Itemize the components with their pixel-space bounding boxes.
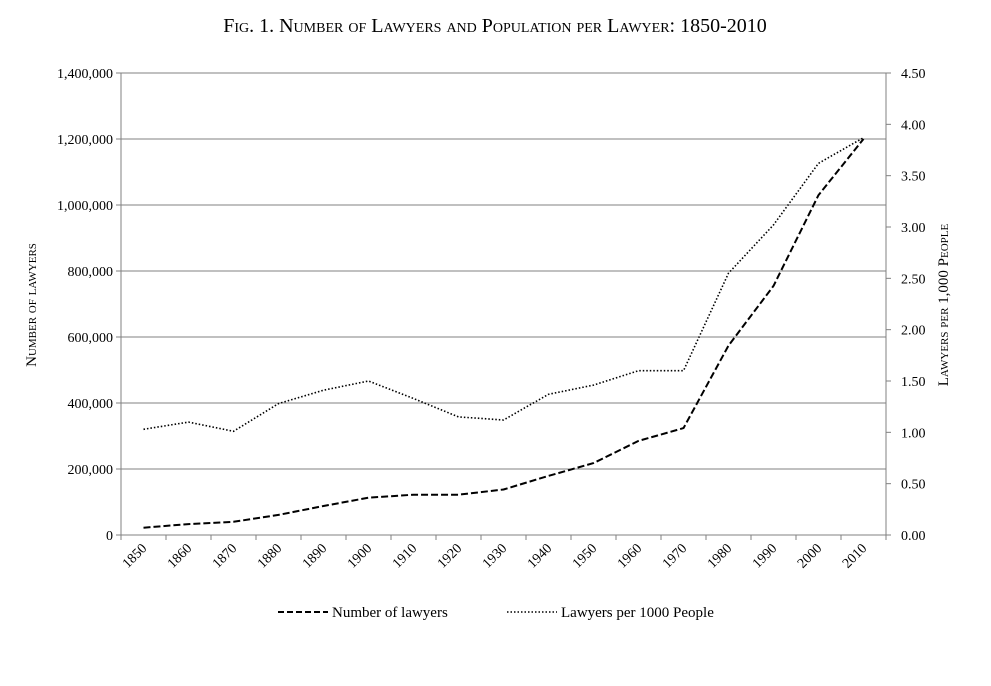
right-tick-label: 4.00: [901, 118, 926, 133]
legend-label-lawyers-per-1000: Lawyers per 1000 People: [561, 605, 714, 621]
x-tick-label: 1880: [255, 541, 285, 571]
right-tick-label: 2.50: [901, 272, 926, 287]
right-tick-label: 0.00: [901, 529, 926, 544]
x-tick-label: 1950: [570, 541, 600, 571]
legend-label-number-of-lawyers: Number of lawyers: [332, 605, 448, 621]
right-tick-label: 1.00: [901, 426, 926, 441]
x-tick-label: 1850: [120, 541, 150, 571]
x-tick-label: 1920: [435, 541, 465, 571]
x-tick-label: 1960: [615, 541, 645, 571]
left-tick-label: 0: [106, 529, 113, 544]
left-tick-label: 1,000,000: [57, 199, 113, 214]
x-tick-label: 1970: [660, 541, 690, 571]
x-tick-label: 1860: [165, 541, 195, 571]
x-tick-label: 1910: [390, 541, 420, 571]
right-tick-label: 0.50: [901, 478, 926, 493]
left-axis-title: Number of lawyers: [24, 243, 40, 367]
left-tick-label: 1,400,000: [57, 67, 113, 82]
right-tick-label: 1.50: [901, 375, 926, 390]
x-tick-label: 1870: [210, 541, 240, 571]
right-tick-label: 4.50: [901, 67, 926, 82]
right-tick-label: 3.00: [901, 221, 926, 236]
axes: 0 200,000 400,000 600,000 800,000 1,000,000 1,…: [57, 67, 926, 572]
left-tick-label: 600,000: [68, 331, 114, 346]
x-tick-label: 1990: [750, 541, 780, 571]
legend: Number of lawyers Lawyers per 1000 Peopl…: [278, 605, 714, 621]
left-tick-label: 400,000: [68, 397, 114, 412]
x-tick-label: 1900: [345, 541, 375, 571]
right-tick-label: 2.00: [901, 324, 926, 339]
series-lines: [143, 137, 865, 529]
left-tick-label: 1,200,000: [57, 133, 113, 148]
series-line-lawyers-per-1000: [143, 137, 864, 433]
chart-title: Fig. 1. Number of Lawyers and Population…: [223, 15, 767, 37]
left-tick-label: 800,000: [68, 265, 114, 280]
left-tick-label: 200,000: [68, 463, 114, 478]
x-tick-label: 1890: [300, 541, 330, 571]
series-line-number-of-lawyers: [143, 138, 865, 529]
right-tick-label: 3.50: [901, 170, 926, 185]
x-tick-label: 1940: [525, 541, 555, 571]
x-tick-label: 2000: [795, 541, 825, 571]
gridlines: [121, 72, 886, 470]
right-axis-title: Lawyers per 1,000 People: [936, 223, 952, 386]
x-tick-label: 1980: [705, 541, 735, 571]
x-tick-label: 1930: [480, 541, 510, 571]
x-tick-label: 2010: [840, 541, 870, 571]
